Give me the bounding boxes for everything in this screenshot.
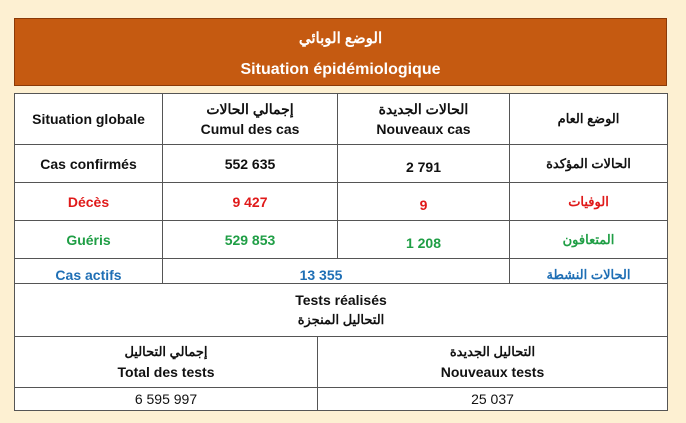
header-cumul-fr: Cumul des cas: [200, 121, 300, 137]
row-label-ar: الحالات المؤكدة: [509, 144, 668, 183]
header-global-fr: Situation globale: [14, 93, 163, 145]
table-row: Cas confirmés 552 635 2 791 الحالات المؤ…: [14, 144, 668, 183]
tests-title: Tests réalisés التحاليل المنجزة: [14, 283, 668, 337]
header-new-fr: Nouveaux cas: [376, 121, 471, 137]
header-cumul-ar: إجمالي الحالات: [206, 101, 294, 117]
row-cumul-value: 529 853: [162, 220, 338, 259]
new-tests-fr: Nouveaux tests: [440, 364, 545, 380]
row-new-value: 1 208: [337, 220, 510, 259]
row-cumul-value: 552 635: [162, 144, 338, 183]
total-tests-ar: إجمالي التحاليل: [124, 344, 208, 359]
total-tests-value: 6 595 997: [14, 387, 318, 411]
table-row: Guéris 529 853 1 208 المتعافون: [14, 220, 668, 259]
row-label-ar: الوفيات: [509, 182, 668, 221]
header-new-ar: الحالات الجديدة: [378, 101, 469, 117]
situation-table: Situation globale إجمالي الحالات Cumul d…: [14, 93, 668, 291]
row-cumul-value: 9 427: [162, 182, 338, 221]
header-banner: الوضع الوبائي Situation épidémiologique: [14, 18, 667, 86]
tests-title-fr: Tests réalisés: [295, 292, 387, 308]
row-label-fr: Guéris: [14, 220, 163, 259]
row-label-fr: Cas confirmés: [14, 144, 163, 183]
row-label-ar: المتعافون: [509, 220, 668, 259]
tests-table: Tests réalisés التحاليل المنجزة إجمالي ا…: [14, 283, 668, 411]
header-global-ar: الوضع العام: [509, 93, 668, 145]
table-row: Décès 9 427 9 الوفيات: [14, 182, 668, 221]
total-tests-fr: Total des tests: [117, 364, 215, 380]
header-total-tests: إجمالي التحاليل Total des tests: [14, 336, 318, 388]
row-label-fr: Décès: [14, 182, 163, 221]
header-cumul: إجمالي الحالات Cumul des cas: [162, 93, 338, 145]
row-new-value: 2 791: [337, 144, 510, 183]
header-new-tests: التحاليل الجديدة Nouveaux tests: [317, 336, 668, 388]
new-tests-ar: التحاليل الجديدة: [449, 344, 536, 359]
row-new-value: 9: [337, 182, 510, 221]
new-tests-value: 25 037: [317, 387, 668, 411]
banner-title-ar: الوضع الوبائي: [298, 30, 383, 47]
header-new: الحالات الجديدة Nouveaux cas: [337, 93, 510, 145]
tests-title-ar: التحاليل المنجزة: [297, 312, 385, 327]
banner-title-fr: Situation épidémiologique: [240, 61, 441, 78]
